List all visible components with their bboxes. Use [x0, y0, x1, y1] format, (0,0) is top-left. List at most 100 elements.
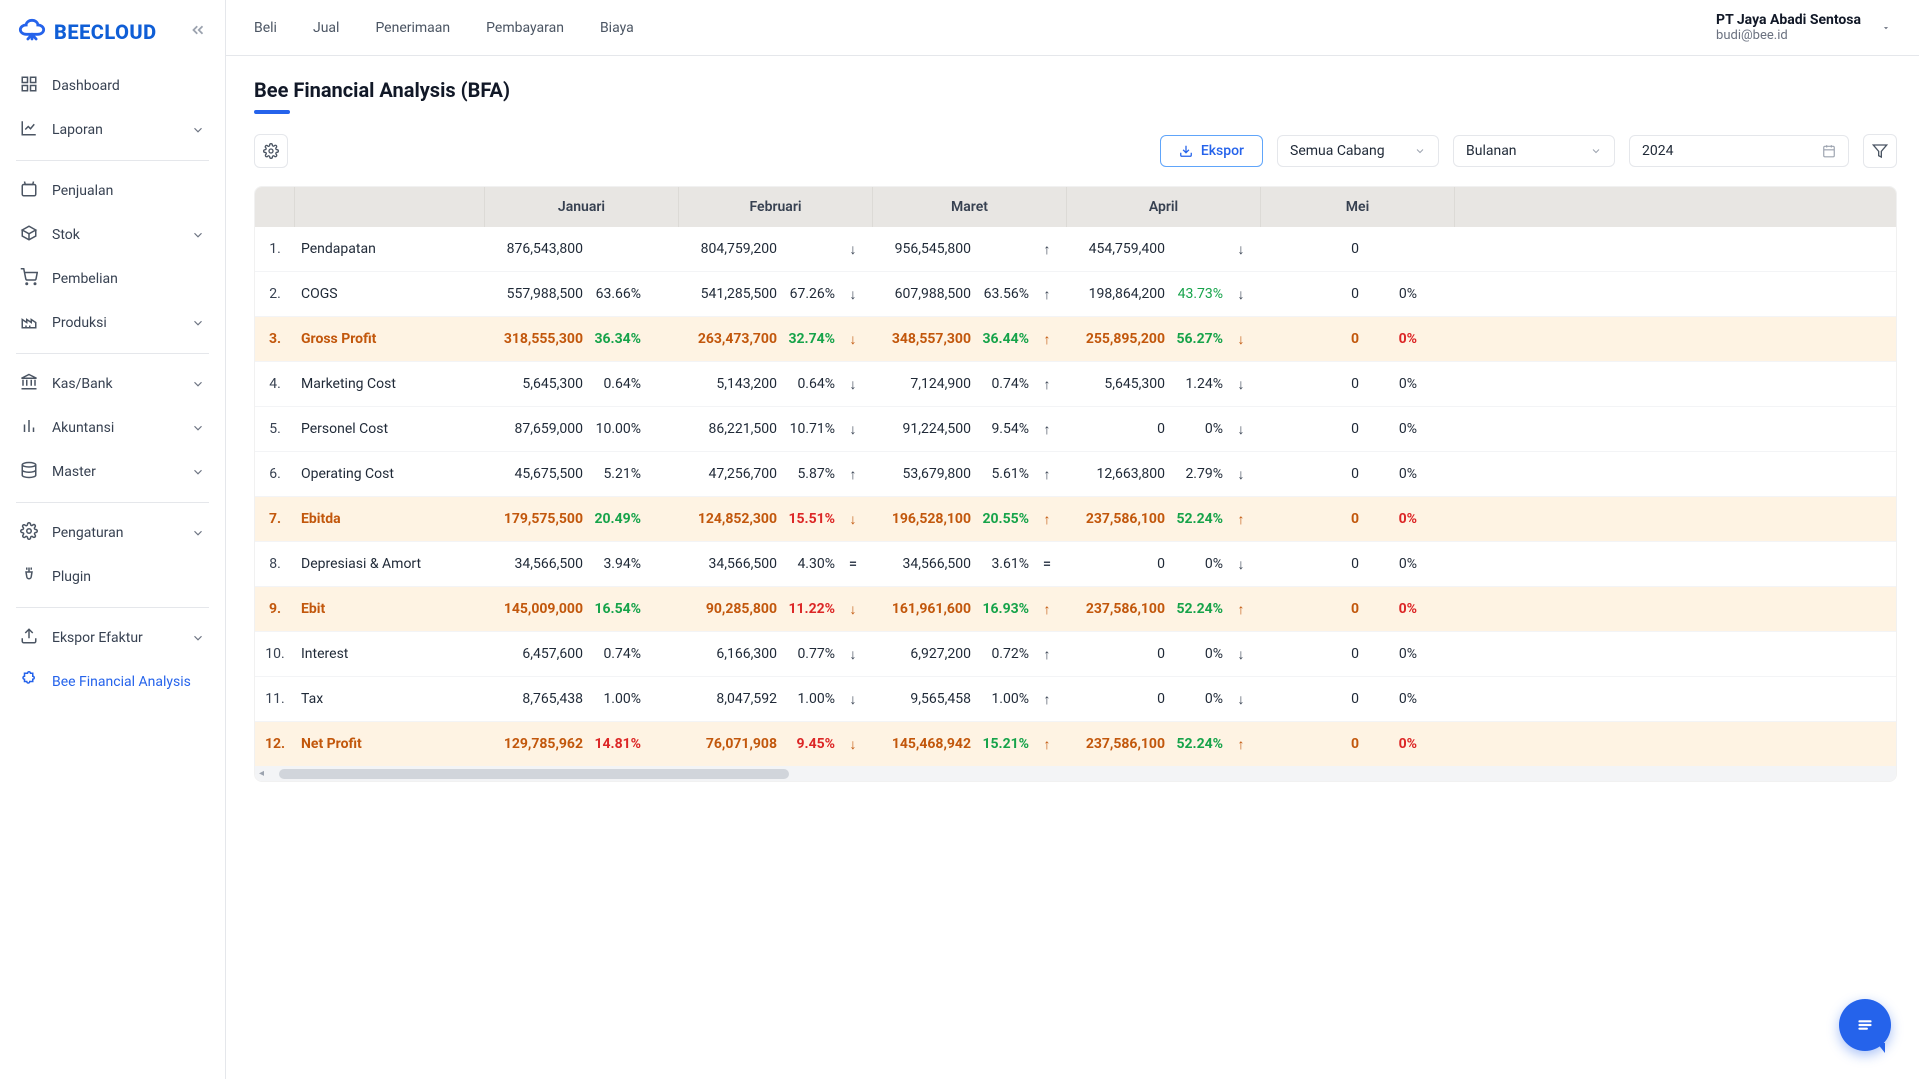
row-index: 2. [255, 286, 295, 302]
topnav-pembayaran[interactable]: Pembayaran [486, 20, 564, 36]
scroll-thumb[interactable] [279, 769, 789, 779]
cell-pct: 1.24% [1165, 376, 1227, 392]
sidebar-item-akuntansi[interactable]: Akuntansi [10, 406, 215, 450]
topnav-beli[interactable]: Beli [254, 20, 277, 36]
topbar: Beli Jual Penerimaan Pembayaran Biaya PT Jay… [226, 0, 1919, 56]
account-menu[interactable]: PT Jaya Abadi Sentosa budi@bee.id [1716, 12, 1891, 43]
export-icon [20, 627, 38, 649]
sidebar-item-stok[interactable]: Stok [10, 213, 215, 257]
bars-icon [20, 417, 38, 439]
trend-icon: ↑ [1033, 376, 1061, 393]
sidebar-item-label: Kas/Bank [52, 376, 113, 392]
cell: 00% [1261, 466, 1455, 482]
period-select[interactable]: Bulanan [1453, 135, 1615, 167]
topnav-biaya[interactable]: Biaya [600, 20, 634, 36]
cell-value: 34,566,500 [873, 556, 971, 572]
cell-value: 129,785,962 [485, 736, 583, 752]
sidebar-item-dashboard[interactable]: Dashboard [10, 64, 215, 108]
download-icon [1179, 144, 1193, 158]
cell-pct: 56.27% [1165, 331, 1227, 347]
cell: 5,645,3001.24%↓ [1067, 376, 1261, 393]
trend-icon: ↓ [839, 331, 867, 348]
sidebar-item-label: Bee Financial Analysis [52, 674, 191, 690]
cell-pct: 10.00% [583, 421, 645, 437]
sidebar-item-label: Ekspor Efaktur [52, 630, 143, 646]
branch-select[interactable]: Semua Cabang [1277, 135, 1439, 167]
chevron-down-icon [191, 421, 205, 435]
cell-pct: 5.87% [777, 466, 839, 482]
sidebar-item-kas-bank[interactable]: Kas/Bank [10, 362, 215, 406]
trend-icon: ↓ [839, 511, 867, 528]
sidebar-item-pengaturan[interactable]: Pengaturan [10, 511, 215, 555]
cell-value: 0 [1067, 691, 1165, 707]
table-row: 9.Ebit145,009,00016.54%90,285,80011.22%↓… [255, 587, 1896, 632]
sidebar-item-ekspor-efaktur[interactable]: Ekspor Efaktur [10, 616, 215, 660]
brand-logo[interactable]: BEECLOUD [18, 18, 157, 46]
sidebar-item-penjualan[interactable]: Penjualan [10, 169, 215, 213]
cell-pct: 3.94% [583, 556, 645, 572]
cell-value: 90,285,800 [679, 601, 777, 617]
topnav-penerimaan[interactable]: Penerimaan [375, 20, 450, 36]
cell-value: 5,645,300 [485, 376, 583, 392]
year-select[interactable]: 2024 [1629, 135, 1849, 167]
sidebar-collapse-icon[interactable] [189, 21, 207, 43]
table-row: 3.Gross Profit318,555,30036.34%263,473,7… [255, 317, 1896, 362]
filter-button[interactable] [1863, 134, 1897, 168]
cart-icon [20, 268, 38, 290]
export-button[interactable]: Ekspor [1160, 135, 1263, 167]
chat-fab[interactable] [1839, 999, 1891, 1051]
topnav: Beli Jual Penerimaan Pembayaran Biaya [254, 20, 634, 36]
cell-pct: 3.61% [971, 556, 1033, 572]
sidebar-item-plugin[interactable]: Plugin [10, 555, 215, 599]
cell: 00% [1261, 511, 1455, 527]
cell-pct: 0% [1359, 286, 1421, 302]
cell-value: 956,545,800 [873, 241, 971, 257]
cell-value: 454,759,400 [1067, 241, 1165, 257]
cell-value: 87,659,000 [485, 421, 583, 437]
table-body: 1.Pendapatan876,543,800804,759,200↓956,5… [255, 227, 1896, 767]
cell: 318,555,30036.34% [485, 331, 679, 347]
cell-pct: 0% [1359, 556, 1421, 572]
sidebar-item-laporan[interactable]: Laporan [10, 108, 215, 152]
row-label: Gross Profit [295, 331, 485, 347]
sidebar-item-produksi[interactable]: Produksi [10, 301, 215, 345]
cell: 00%↓ [1067, 691, 1261, 708]
trend-icon: ↑ [1033, 286, 1061, 303]
cell: 8,765,4381.00% [485, 691, 679, 707]
cell-value: 196,528,100 [873, 511, 971, 527]
cell: 876,543,800 [485, 241, 679, 257]
gear-icon [20, 522, 38, 544]
cell-pct: 32.74% [777, 331, 839, 347]
cell-value: 348,557,300 [873, 331, 971, 347]
cell-value: 0 [1261, 331, 1359, 347]
plug-icon [20, 566, 38, 588]
cell-value: 255,895,200 [1067, 331, 1165, 347]
cell-pct: 5.61% [971, 466, 1033, 482]
cell-value: 541,285,500 [679, 286, 777, 302]
settings-button[interactable] [254, 134, 288, 168]
brand-icon [18, 18, 46, 46]
sidebar-item-pembelian[interactable]: Pembelian [10, 257, 215, 301]
topnav-jual[interactable]: Jual [313, 20, 339, 36]
cell-value: 91,224,500 [873, 421, 971, 437]
cell-pct: 11.22% [777, 601, 839, 617]
cell-value: 237,586,100 [1067, 736, 1165, 752]
trend-icon: ↓ [839, 376, 867, 393]
db-icon [20, 461, 38, 483]
sidebar-item-master[interactable]: Master [10, 450, 215, 494]
sidebar-item-label: Dashboard [52, 78, 120, 94]
cell: 00% [1261, 421, 1455, 437]
cell: 34,566,5003.94% [485, 556, 679, 572]
sidebar-item-bee-financial-analysis[interactable]: Bee Financial Analysis [10, 660, 215, 704]
brand-text: BEECLOUD [54, 20, 157, 44]
horizontal-scrollbar[interactable]: ◂ [255, 767, 1896, 781]
cell: 00% [1261, 286, 1455, 302]
cell-value: 53,679,800 [873, 466, 971, 482]
sidebar-item-label: Pembelian [52, 271, 118, 287]
cell-pct: 52.24% [1165, 736, 1227, 752]
chat-icon [1854, 1014, 1876, 1036]
cell-pct: 0% [1359, 646, 1421, 662]
trend-icon: ↓ [1227, 691, 1255, 708]
cell: 00% [1261, 601, 1455, 617]
cell-value: 237,586,100 [1067, 601, 1165, 617]
